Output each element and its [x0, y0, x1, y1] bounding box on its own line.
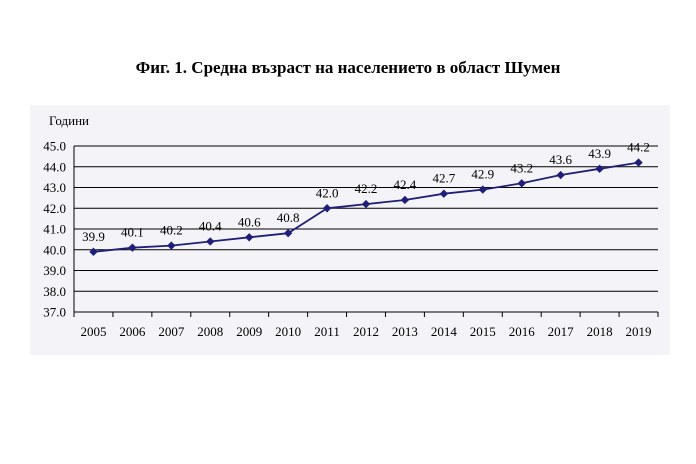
y-tick-label: 38.0: [43, 284, 66, 299]
data-label: 43.9: [588, 146, 611, 161]
data-label: 43.2: [510, 160, 533, 175]
y-axis-label: Години: [49, 113, 89, 128]
data-point: [361, 199, 371, 209]
data-label: 43.6: [549, 152, 572, 167]
x-tick-label: 2009: [236, 324, 262, 339]
x-tick-label: 2014: [431, 324, 458, 339]
y-tick-label: 37.0: [43, 305, 66, 320]
data-label: 40.1: [121, 225, 144, 240]
data-point: [556, 170, 565, 180]
x-tick-label: 2018: [587, 324, 613, 339]
data-point: [167, 241, 176, 250]
chart-title: Фиг. 1. Средна възраст на населението в …: [135, 58, 561, 77]
data-label: 42.2: [355, 181, 378, 196]
plot-background-band: [30, 105, 670, 355]
data-label: 42.4: [394, 177, 417, 192]
x-tick-label: 2019: [626, 324, 652, 339]
y-tick-label: 41.0: [43, 222, 66, 237]
data-label: 42.0: [316, 185, 339, 200]
x-tick-label: 2012: [353, 324, 379, 339]
data-points: [89, 158, 643, 257]
x-tick-label: 2008: [197, 324, 223, 339]
data-point: [400, 195, 410, 205]
x-tick-label: 2015: [470, 324, 496, 339]
y-tick-label: 43.0: [43, 180, 66, 195]
data-point: [245, 233, 254, 242]
axes: [73, 146, 659, 317]
data-label: 40.2: [160, 223, 183, 238]
data-label: 40.4: [199, 218, 222, 233]
x-tick-label: 2011: [314, 324, 340, 339]
x-tick-label: 2016: [509, 324, 536, 339]
y-tick-label: 45.0: [43, 139, 66, 154]
data-label: 39.9: [82, 229, 105, 244]
data-label: 44.2: [627, 140, 650, 155]
data-label: 42.9: [471, 167, 494, 182]
data-label: 40.6: [238, 214, 261, 229]
data-point: [206, 237, 215, 246]
y-tick-labels: 37.0 38.0 39.0 40.0 41.0 42.0 43.0 44.0 45.0: [43, 139, 66, 320]
data-label: 42.7: [432, 171, 455, 186]
data-point: [517, 179, 526, 188]
y-tick-label: 44.0: [43, 159, 66, 174]
data-point: [322, 204, 332, 213]
x-tick-label: 2013: [392, 324, 418, 339]
data-point: [595, 164, 604, 174]
x-tick-labels: 2005 2006 2007 2008 2009 2010 2011 2012 2013 2014…: [80, 324, 651, 339]
data-point: [634, 158, 643, 167]
x-tick-label: 2017: [548, 324, 575, 339]
y-tick-label: 40.0: [43, 242, 66, 257]
y-tick-label: 39.0: [43, 263, 66, 278]
data-point: [89, 247, 98, 257]
data-labels: 39.9 40.1 40.2 40.4 40.6 40.8 42.0 42.2 42.4 42.7…: [82, 140, 650, 244]
data-label: 40.8: [277, 210, 300, 225]
data-point: [478, 185, 487, 194]
x-tick-label: 2010: [275, 324, 301, 339]
data-point: [439, 189, 449, 198]
data-point: [128, 243, 137, 252]
x-tick-label: 2005: [80, 324, 106, 339]
x-tick-label: 2007: [158, 324, 185, 339]
data-point: [283, 228, 293, 238]
x-tick-label: 2006: [119, 324, 146, 339]
y-tick-label: 42.0: [43, 201, 66, 216]
